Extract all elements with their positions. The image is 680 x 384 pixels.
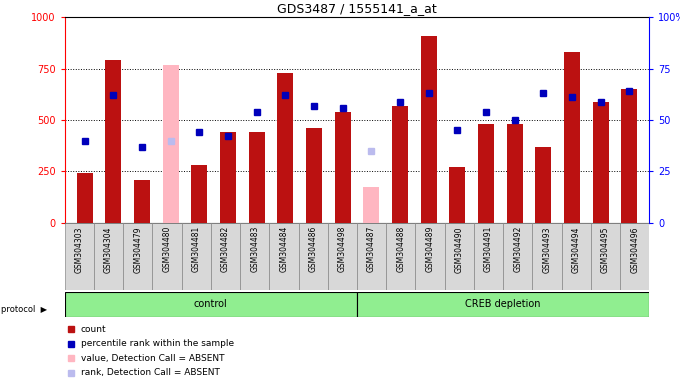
Bar bbox=[474, 223, 503, 290]
Text: GSM304489: GSM304489 bbox=[426, 226, 435, 273]
Bar bbox=[163, 65, 179, 223]
Bar bbox=[591, 223, 620, 290]
Text: GSM304303: GSM304303 bbox=[75, 226, 84, 273]
Text: GSM304498: GSM304498 bbox=[338, 226, 347, 273]
Bar bbox=[562, 223, 591, 290]
Bar bbox=[306, 128, 322, 223]
Bar bbox=[335, 112, 351, 223]
Bar bbox=[620, 223, 649, 290]
Bar bbox=[622, 89, 637, 223]
Bar bbox=[77, 174, 92, 223]
Bar bbox=[593, 101, 609, 223]
Text: count: count bbox=[81, 325, 107, 334]
Bar bbox=[134, 180, 150, 223]
Bar bbox=[249, 132, 265, 223]
Bar bbox=[564, 52, 580, 223]
Text: GSM304484: GSM304484 bbox=[279, 226, 288, 273]
Bar bbox=[532, 223, 562, 290]
Bar bbox=[211, 223, 240, 290]
Bar bbox=[421, 36, 437, 223]
Text: GSM304480: GSM304480 bbox=[163, 226, 171, 273]
Text: rank, Detection Call = ABSENT: rank, Detection Call = ABSENT bbox=[81, 368, 220, 377]
Text: GSM304493: GSM304493 bbox=[543, 226, 551, 273]
Bar bbox=[94, 223, 123, 290]
Text: GSM304486: GSM304486 bbox=[309, 226, 318, 273]
Bar bbox=[392, 106, 408, 223]
Text: GSM304487: GSM304487 bbox=[367, 226, 376, 273]
Bar bbox=[449, 167, 465, 223]
Text: GSM304494: GSM304494 bbox=[572, 226, 581, 273]
Bar bbox=[269, 223, 299, 290]
Bar bbox=[507, 124, 522, 223]
Bar bbox=[363, 187, 379, 223]
Text: GSM304482: GSM304482 bbox=[221, 226, 230, 272]
Text: GSM304304: GSM304304 bbox=[104, 226, 113, 273]
Text: GSM304479: GSM304479 bbox=[133, 226, 142, 273]
Text: percentile rank within the sample: percentile rank within the sample bbox=[81, 339, 234, 348]
Bar bbox=[415, 223, 445, 290]
Bar bbox=[192, 165, 207, 223]
Text: value, Detection Call = ABSENT: value, Detection Call = ABSENT bbox=[81, 354, 224, 363]
Bar bbox=[299, 223, 328, 290]
Bar bbox=[445, 223, 474, 290]
Text: control: control bbox=[194, 299, 228, 310]
Text: GSM304492: GSM304492 bbox=[513, 226, 522, 273]
Text: CREB depletion: CREB depletion bbox=[465, 299, 541, 310]
Bar bbox=[503, 223, 532, 290]
Text: GSM304491: GSM304491 bbox=[484, 226, 493, 273]
Title: GDS3487 / 1555141_a_at: GDS3487 / 1555141_a_at bbox=[277, 2, 437, 15]
Text: GSM304490: GSM304490 bbox=[455, 226, 464, 273]
Bar bbox=[535, 147, 551, 223]
Bar bbox=[182, 223, 211, 290]
Bar bbox=[220, 132, 236, 223]
Bar bbox=[478, 124, 494, 223]
Bar bbox=[65, 223, 94, 290]
Text: GSM304495: GSM304495 bbox=[601, 226, 610, 273]
Bar bbox=[328, 223, 357, 290]
Bar bbox=[123, 223, 152, 290]
Bar bbox=[357, 292, 649, 317]
Bar bbox=[357, 223, 386, 290]
Text: protocol  ▶: protocol ▶ bbox=[1, 305, 47, 314]
Bar bbox=[65, 292, 357, 317]
Bar bbox=[277, 73, 293, 223]
Text: GSM304483: GSM304483 bbox=[250, 226, 259, 273]
Bar bbox=[152, 223, 182, 290]
Bar bbox=[105, 60, 121, 223]
Text: GSM304481: GSM304481 bbox=[192, 226, 201, 272]
Bar bbox=[240, 223, 269, 290]
Text: GSM304488: GSM304488 bbox=[396, 226, 405, 272]
Text: GSM304496: GSM304496 bbox=[630, 226, 639, 273]
Bar bbox=[386, 223, 415, 290]
